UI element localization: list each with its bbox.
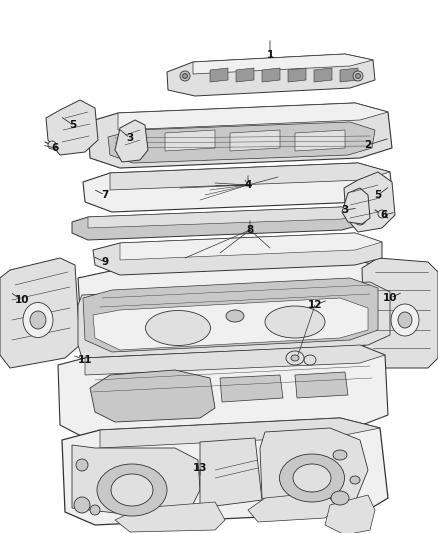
Polygon shape [72,207,360,240]
Polygon shape [62,418,388,525]
Ellipse shape [354,213,366,225]
Polygon shape [344,172,395,232]
Ellipse shape [353,71,363,81]
Ellipse shape [378,210,386,218]
Text: 3: 3 [127,133,134,143]
Ellipse shape [356,74,360,78]
Ellipse shape [293,464,331,492]
Polygon shape [83,278,378,352]
Ellipse shape [183,74,187,78]
Polygon shape [288,68,306,82]
Ellipse shape [333,450,347,460]
Polygon shape [314,68,332,82]
Text: 2: 2 [364,140,371,150]
Polygon shape [0,258,80,368]
Ellipse shape [350,476,360,484]
Ellipse shape [226,310,244,322]
Ellipse shape [76,459,88,471]
Ellipse shape [265,306,325,338]
Text: 13: 13 [193,463,207,473]
Polygon shape [83,163,392,212]
Text: 9: 9 [102,257,109,267]
Text: 11: 11 [78,355,92,365]
Ellipse shape [111,474,153,506]
Polygon shape [362,258,438,368]
Text: 10: 10 [15,295,29,305]
Ellipse shape [279,454,345,502]
Polygon shape [78,258,390,357]
Polygon shape [115,120,148,162]
Ellipse shape [145,311,211,345]
Polygon shape [120,233,382,260]
Polygon shape [220,375,283,402]
Text: 6: 6 [51,143,59,153]
Polygon shape [342,188,370,224]
Polygon shape [88,207,360,228]
Polygon shape [108,122,375,163]
Text: 12: 12 [308,300,322,310]
Polygon shape [115,502,225,532]
Polygon shape [230,130,280,151]
Polygon shape [295,372,348,398]
Polygon shape [110,163,390,190]
Polygon shape [236,68,254,82]
Polygon shape [85,345,385,375]
Polygon shape [90,370,215,422]
Polygon shape [93,233,382,275]
Ellipse shape [398,312,412,328]
Ellipse shape [23,303,53,337]
Polygon shape [340,68,358,82]
Polygon shape [46,100,98,155]
Ellipse shape [391,304,419,336]
Polygon shape [193,54,373,74]
Polygon shape [165,130,215,151]
Polygon shape [100,418,380,448]
Polygon shape [72,445,200,516]
Ellipse shape [180,71,190,81]
Ellipse shape [97,464,167,516]
Text: 5: 5 [69,120,77,130]
Ellipse shape [331,491,349,505]
Ellipse shape [304,355,316,365]
Text: 1: 1 [266,50,274,60]
Ellipse shape [48,141,56,149]
Polygon shape [93,298,368,350]
Polygon shape [167,54,375,96]
Polygon shape [295,130,345,151]
Polygon shape [210,68,228,82]
Text: 6: 6 [380,210,388,220]
Polygon shape [58,345,388,438]
Text: 5: 5 [374,190,381,200]
Text: 7: 7 [101,190,109,200]
Ellipse shape [286,351,304,365]
Text: 8: 8 [246,225,254,235]
Ellipse shape [30,311,46,329]
Polygon shape [88,103,392,168]
Polygon shape [118,103,388,130]
Ellipse shape [291,355,299,361]
Text: 3: 3 [341,205,349,215]
Polygon shape [260,428,368,510]
Text: 10: 10 [383,293,397,303]
Ellipse shape [90,505,100,515]
Polygon shape [325,495,375,533]
Polygon shape [248,492,338,522]
Ellipse shape [74,497,90,513]
Polygon shape [200,438,262,508]
Polygon shape [262,68,280,82]
Text: 4: 4 [244,180,252,190]
Polygon shape [78,282,390,358]
